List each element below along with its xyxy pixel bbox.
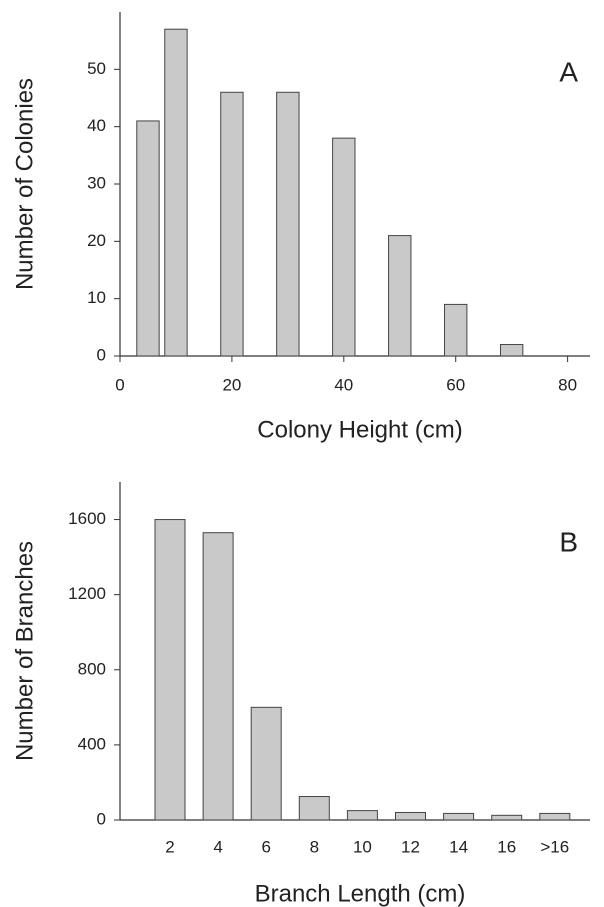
y-tick-label: 1200 xyxy=(68,584,106,603)
y-tick-label: 20 xyxy=(87,231,106,250)
annotation: A xyxy=(559,56,578,87)
y-tick-label: 0 xyxy=(97,809,106,828)
bar xyxy=(444,303,468,357)
y-tick-label: 1600 xyxy=(68,509,106,528)
y-tick-label: 400 xyxy=(78,734,106,753)
y-tick-label: 10 xyxy=(87,288,106,307)
bar xyxy=(346,810,378,821)
y-tick-label: 50 xyxy=(87,59,106,78)
bar xyxy=(202,532,234,821)
x-tick-label: 20 xyxy=(222,375,241,394)
bar xyxy=(276,91,300,357)
bar xyxy=(250,706,282,821)
x-tick-label: 6 xyxy=(261,837,270,856)
x-tick-label: 4 xyxy=(213,837,222,856)
bar xyxy=(388,235,412,357)
bar xyxy=(443,812,475,821)
bar xyxy=(164,28,188,357)
x-tick-label: 10 xyxy=(353,837,372,856)
y-axis-label: Number of Colonies xyxy=(11,78,38,290)
bar xyxy=(332,137,356,357)
bar xyxy=(298,796,330,821)
y-axis-label: Number of Branches xyxy=(11,541,38,761)
x-tick-label: 60 xyxy=(446,375,465,394)
bar xyxy=(136,120,160,357)
y-tick-label: 800 xyxy=(78,659,106,678)
x-tick-label: 40 xyxy=(334,375,353,394)
x-tick-label: >16 xyxy=(540,837,569,856)
annotation: B xyxy=(559,526,578,557)
bar xyxy=(154,519,186,821)
y-tick-label: 30 xyxy=(87,173,106,192)
x-tick-label: 2 xyxy=(165,837,174,856)
x-tick-label: 16 xyxy=(497,837,516,856)
bar xyxy=(539,812,571,821)
x-tick-label: 12 xyxy=(401,837,420,856)
y-tick-label: 0 xyxy=(97,345,106,364)
bar xyxy=(491,814,523,821)
bar xyxy=(395,811,426,821)
bar xyxy=(499,344,524,357)
x-axis-label: Branch Length (cm) xyxy=(255,880,466,907)
y-tick-label: 40 xyxy=(87,116,106,135)
x-tick-label: 0 xyxy=(115,375,124,394)
x-axis-label: Colony Height (cm) xyxy=(257,416,462,443)
x-tick-label: 14 xyxy=(449,837,468,856)
bar xyxy=(220,91,244,357)
x-tick-label: 8 xyxy=(310,837,319,856)
x-tick-label: 80 xyxy=(558,375,577,394)
